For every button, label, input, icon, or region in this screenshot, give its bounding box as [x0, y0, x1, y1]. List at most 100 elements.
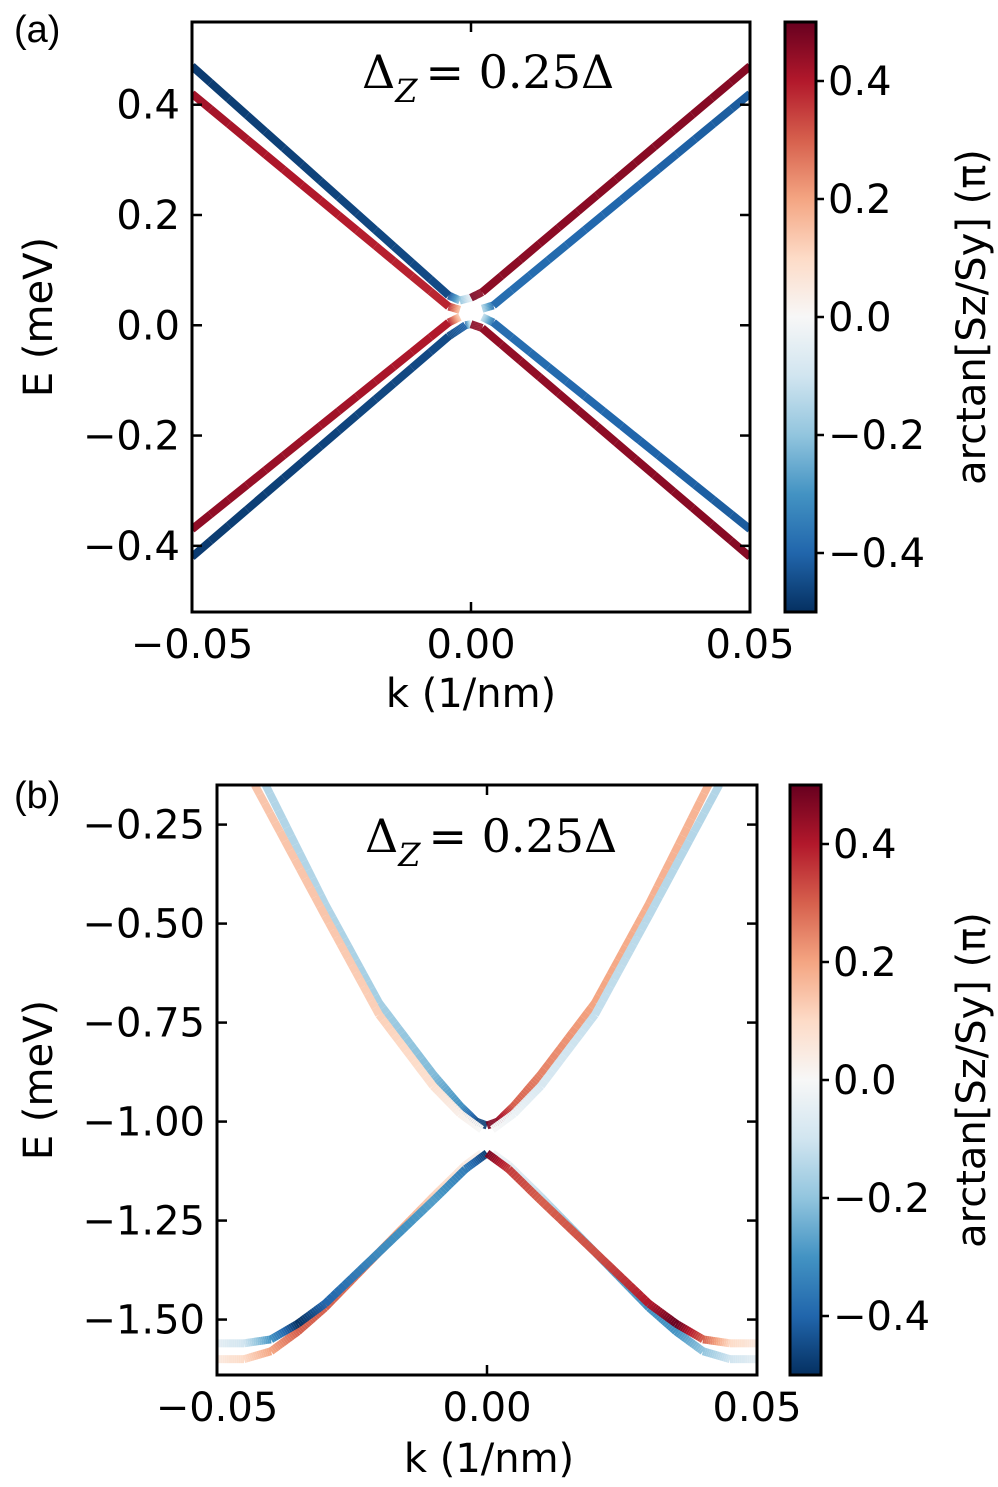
line-segment	[499, 1113, 507, 1120]
line-segment	[409, 273, 433, 295]
line-segment	[280, 1327, 287, 1337]
line-segment	[713, 1350, 718, 1360]
line-segment	[679, 1332, 687, 1341]
line-segment	[510, 1170, 519, 1179]
line-segment	[250, 1352, 255, 1361]
line-segment	[272, 1332, 279, 1341]
line-segment	[333, 934, 344, 946]
line-segment	[709, 79, 734, 102]
line-segment	[564, 1030, 576, 1041]
line-segment	[329, 1289, 340, 1300]
line-segment	[677, 1331, 685, 1339]
line-segment	[487, 1152, 494, 1160]
line-segment	[594, 423, 619, 446]
line-segment	[363, 991, 375, 1003]
line-segment	[472, 1157, 479, 1166]
line-segment	[491, 1124, 498, 1132]
line-segment	[705, 792, 718, 806]
line-segment	[455, 1170, 464, 1179]
line-segment	[619, 181, 643, 203]
line-segment	[379, 1017, 390, 1028]
line-segment	[517, 1177, 526, 1186]
line-segment	[654, 1311, 662, 1320]
line-segment	[476, 1124, 483, 1132]
line-segment	[553, 1212, 564, 1223]
line-segment	[675, 1329, 683, 1338]
line-segment	[371, 1005, 383, 1017]
line-segment	[262, 1349, 267, 1358]
line-segment	[471, 1120, 478, 1129]
line-segment	[517, 357, 543, 381]
line-segment	[329, 927, 341, 939]
line-segment	[317, 177, 342, 201]
line-segment	[372, 226, 397, 250]
line-segment	[665, 867, 678, 881]
colorbar-tick-label: 0.4	[833, 822, 897, 868]
line-segment	[293, 1328, 301, 1337]
line-segment	[477, 1125, 484, 1133]
line-segment	[316, 1303, 324, 1312]
line-segment	[465, 1116, 472, 1124]
line-segment	[281, 437, 305, 459]
line-segment	[375, 1012, 387, 1023]
x-axis-label-b: k (1/nm)	[404, 1436, 574, 1482]
line-segment	[687, 808, 700, 821]
line-segment	[662, 859, 674, 872]
line-segment	[626, 930, 638, 942]
line-segment	[683, 817, 696, 830]
line-segment	[553, 1058, 564, 1068]
line-segment	[262, 128, 287, 152]
line-segment	[251, 785, 264, 797]
line-segment	[490, 1154, 498, 1163]
line-segment	[473, 1156, 481, 1165]
line-segment	[433, 1087, 442, 1095]
line-segment	[391, 257, 415, 280]
line-segment	[314, 1304, 322, 1313]
line-segment	[707, 1349, 712, 1358]
line-segment	[532, 1087, 541, 1095]
line-segment	[490, 1125, 497, 1133]
line-segment	[354, 227, 378, 249]
line-segment	[406, 1052, 417, 1063]
line-segment	[422, 1061, 433, 1072]
line-segment	[437, 1091, 446, 1099]
line-segment	[264, 1348, 269, 1357]
line-segment	[498, 341, 524, 364]
line-segment	[673, 1328, 681, 1337]
series-b-upper-right-orange	[485, 785, 712, 1130]
line-segment	[458, 1104, 466, 1111]
line-segment	[549, 1063, 560, 1074]
series-b-lower-left-orange	[217, 1150, 484, 1364]
line-segment	[501, 1110, 509, 1118]
line-segment	[258, 1350, 263, 1359]
line-segment	[613, 439, 638, 462]
line-segment	[717, 1351, 722, 1361]
series-a-band-5	[192, 313, 462, 533]
line-segment	[348, 963, 360, 975]
line-segment	[226, 121, 250, 143]
line-segment	[603, 972, 614, 984]
line-segment	[580, 1022, 591, 1033]
line-segment	[663, 1313, 671, 1322]
line-segment	[514, 1104, 523, 1113]
line-segment	[524, 1184, 533, 1193]
line-segment	[356, 965, 368, 977]
line-segment	[656, 1307, 663, 1316]
line-segment	[556, 390, 581, 413]
line-segment	[532, 1075, 541, 1084]
line-segment	[266, 811, 279, 825]
line-segment	[641, 913, 653, 925]
line-segment	[457, 1110, 464, 1119]
line-segment	[591, 993, 603, 1005]
x-axis-label-a: k (1/nm)	[386, 671, 556, 717]
annotation-sub-a: Z	[394, 72, 418, 110]
line-segment	[710, 105, 735, 128]
line-segment	[675, 834, 687, 847]
line-segment	[301, 876, 314, 890]
line-segment	[681, 1333, 689, 1342]
line-segment	[460, 1166, 469, 1175]
line-segment	[652, 1304, 660, 1313]
line-segment	[490, 319, 515, 341]
line-segment	[508, 1104, 516, 1111]
line-segment	[367, 998, 379, 1010]
